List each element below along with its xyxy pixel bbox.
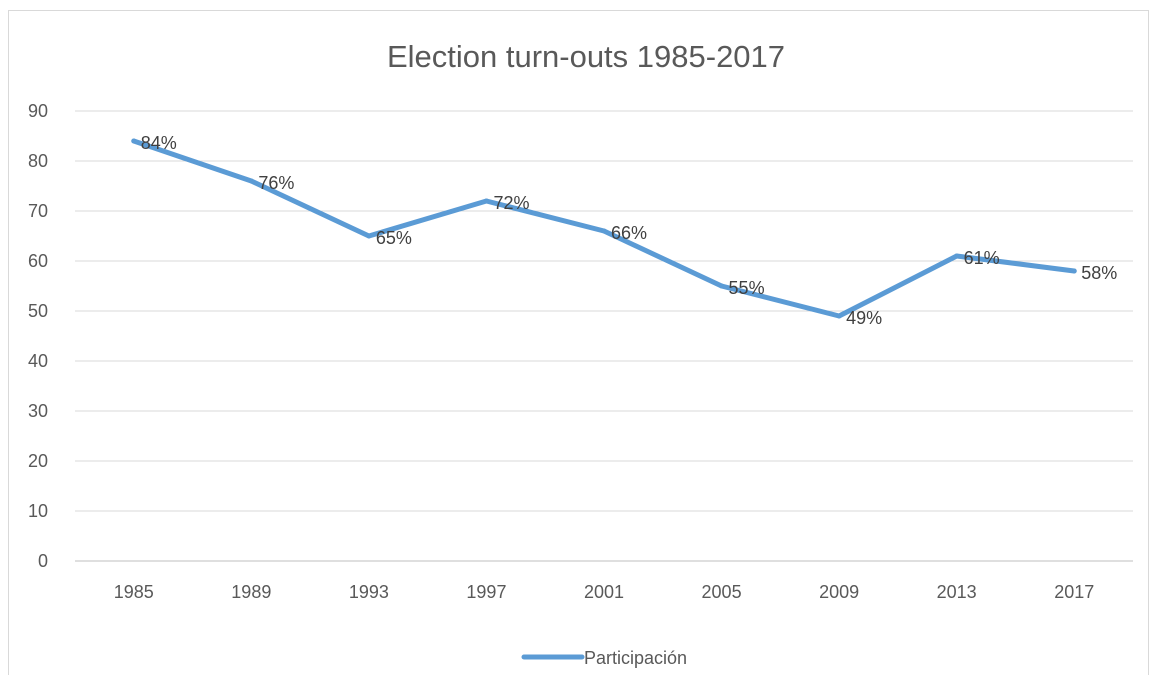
data-label: 84% bbox=[141, 133, 177, 153]
x-tick-label: 1997 bbox=[466, 582, 506, 602]
y-tick-label: 30 bbox=[28, 401, 48, 421]
gridlines bbox=[75, 110, 1133, 562]
legend-label: Participación bbox=[584, 648, 687, 668]
data-label: 55% bbox=[729, 278, 765, 298]
chart-frame bbox=[8, 10, 1149, 675]
y-tick-label: 40 bbox=[28, 351, 48, 371]
x-tick-label: 2001 bbox=[584, 582, 624, 602]
legend: Participación bbox=[521, 648, 687, 668]
chart-title: Election turn-outs 1985-2017 bbox=[387, 39, 785, 74]
data-point bbox=[601, 228, 607, 234]
data-point bbox=[954, 253, 960, 259]
x-tick-label: 1993 bbox=[349, 582, 389, 602]
data-labels: 84% 76% 65% 72% 66% 55% 49% 61% 58% bbox=[141, 133, 1117, 328]
data-point bbox=[248, 178, 254, 184]
data-point bbox=[131, 138, 137, 144]
data-label: 61% bbox=[964, 248, 1000, 268]
y-axis-ticks: 0 10 20 30 40 50 60 70 80 90 bbox=[28, 101, 48, 571]
y-tick-label: 0 bbox=[38, 551, 48, 571]
y-tick-label: 10 bbox=[28, 501, 48, 521]
x-tick-label: 2017 bbox=[1054, 582, 1094, 602]
y-tick-label: 50 bbox=[28, 301, 48, 321]
data-label: 76% bbox=[258, 173, 294, 193]
x-tick-label: 2009 bbox=[819, 582, 859, 602]
x-tick-label: 1985 bbox=[114, 582, 154, 602]
y-tick-label: 20 bbox=[28, 451, 48, 471]
data-point bbox=[483, 198, 489, 204]
y-tick-label: 80 bbox=[28, 151, 48, 171]
data-label: 66% bbox=[611, 223, 647, 243]
data-point bbox=[366, 233, 372, 239]
data-point bbox=[1071, 268, 1077, 274]
data-point bbox=[836, 313, 842, 319]
y-tick-label: 70 bbox=[28, 201, 48, 221]
y-tick-label: 90 bbox=[28, 101, 48, 121]
x-tick-label: 1989 bbox=[231, 582, 271, 602]
data-point bbox=[719, 283, 725, 289]
data-label: 72% bbox=[493, 193, 529, 213]
y-tick-label: 60 bbox=[28, 251, 48, 271]
x-tick-label: 2013 bbox=[937, 582, 977, 602]
data-label: 65% bbox=[376, 228, 412, 248]
x-tick-label: 2005 bbox=[702, 582, 742, 602]
series-group bbox=[131, 138, 1077, 319]
x-axis-ticks: 1985 1989 1993 1997 2001 2005 2009 2013 2017 bbox=[114, 582, 1094, 602]
data-label: 49% bbox=[846, 308, 882, 328]
data-label: 58% bbox=[1081, 263, 1117, 283]
